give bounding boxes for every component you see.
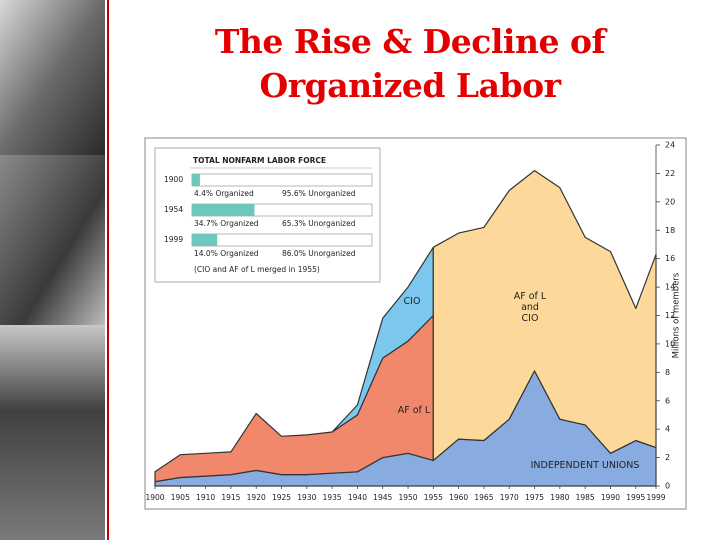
organized-bar	[192, 174, 200, 186]
y-tick-label: 14	[665, 283, 675, 292]
y-tick-label: 2	[665, 453, 670, 462]
x-tick-label: 1985	[576, 493, 595, 502]
y-tick-label: 24	[665, 141, 675, 150]
x-tick-label: 1980	[550, 493, 569, 502]
area-label: INDEPENDENT UNIONS	[530, 460, 640, 471]
area-label: AF of L and CIO	[513, 291, 547, 324]
y-tick-label: 4	[665, 425, 670, 434]
row-year: 1999	[164, 235, 183, 244]
organized-label: 14.0% Organized	[194, 249, 259, 258]
photo	[0, 155, 105, 325]
x-tick-label: 1930	[297, 493, 316, 502]
y-tick-label: 6	[665, 396, 670, 405]
photo	[0, 0, 105, 155]
slide-title: The Rise & Decline of Organized Labor	[214, 22, 606, 105]
divider	[107, 0, 109, 540]
y-tick-label: 10	[665, 339, 675, 348]
x-tick-label: 1940	[348, 493, 367, 502]
x-tick-label: 1905	[171, 493, 190, 502]
x-tick-label: 1990	[601, 493, 620, 502]
area-label: AF of L	[397, 405, 431, 416]
x-tick-label: 1975	[525, 493, 544, 502]
x-tick-label: 1900	[145, 493, 164, 502]
unorganized-label: 65.3% Unorganized	[282, 219, 356, 228]
unorganized-label: 95.6% Unorganized	[282, 189, 356, 198]
y-tick-label: 12	[665, 311, 675, 320]
y-tick-label: 20	[665, 197, 675, 206]
x-tick-label: 1920	[247, 493, 266, 502]
x-tick-label: 1960	[449, 493, 468, 502]
x-tick-label: 1925	[272, 493, 291, 502]
x-tick-label: 1950	[398, 493, 417, 502]
unorganized-label: 86.0% Unorganized	[282, 249, 356, 258]
y-tick-label: 8	[665, 368, 670, 377]
x-tick-label: 1945	[373, 493, 392, 502]
y-tick-label: 18	[665, 226, 675, 235]
labor-bar-bg	[191, 233, 373, 247]
photo	[0, 325, 105, 540]
x-tick-label: 1955	[424, 493, 443, 502]
inset-title: TOTAL NONFARM LABOR FORCE	[193, 156, 326, 165]
x-tick-label: 1999	[646, 493, 665, 502]
y-tick-label: 16	[665, 254, 675, 263]
row-year: 1900	[164, 175, 183, 184]
organized-label: 34.7% Organized	[194, 219, 259, 228]
y-axis-label: Millions of members	[672, 272, 682, 358]
x-tick-label: 1995	[626, 493, 645, 502]
x-tick-label: 1915	[221, 493, 240, 502]
row-year: 1954	[164, 205, 183, 214]
inset: TOTAL NONFARM LABOR FORCE 1900 4.4% Organi…	[154, 147, 381, 283]
y-tick-label: 22	[665, 169, 675, 178]
x-tick-label: 1965	[474, 493, 493, 502]
organized-bar	[192, 204, 255, 216]
organized-bar	[192, 234, 218, 246]
x-tick-label: 1935	[323, 493, 342, 502]
inset-note: (CIO and AF of L merged in 1955)	[194, 265, 320, 274]
x-tick-label: 1970	[500, 493, 519, 502]
x-tick-label: 1910	[196, 493, 215, 502]
organized-label: 4.4% Organized	[194, 189, 254, 198]
area-label: CIO	[403, 296, 421, 307]
labor-bar-bg	[191, 173, 373, 187]
y-tick-label: 0	[665, 482, 670, 491]
